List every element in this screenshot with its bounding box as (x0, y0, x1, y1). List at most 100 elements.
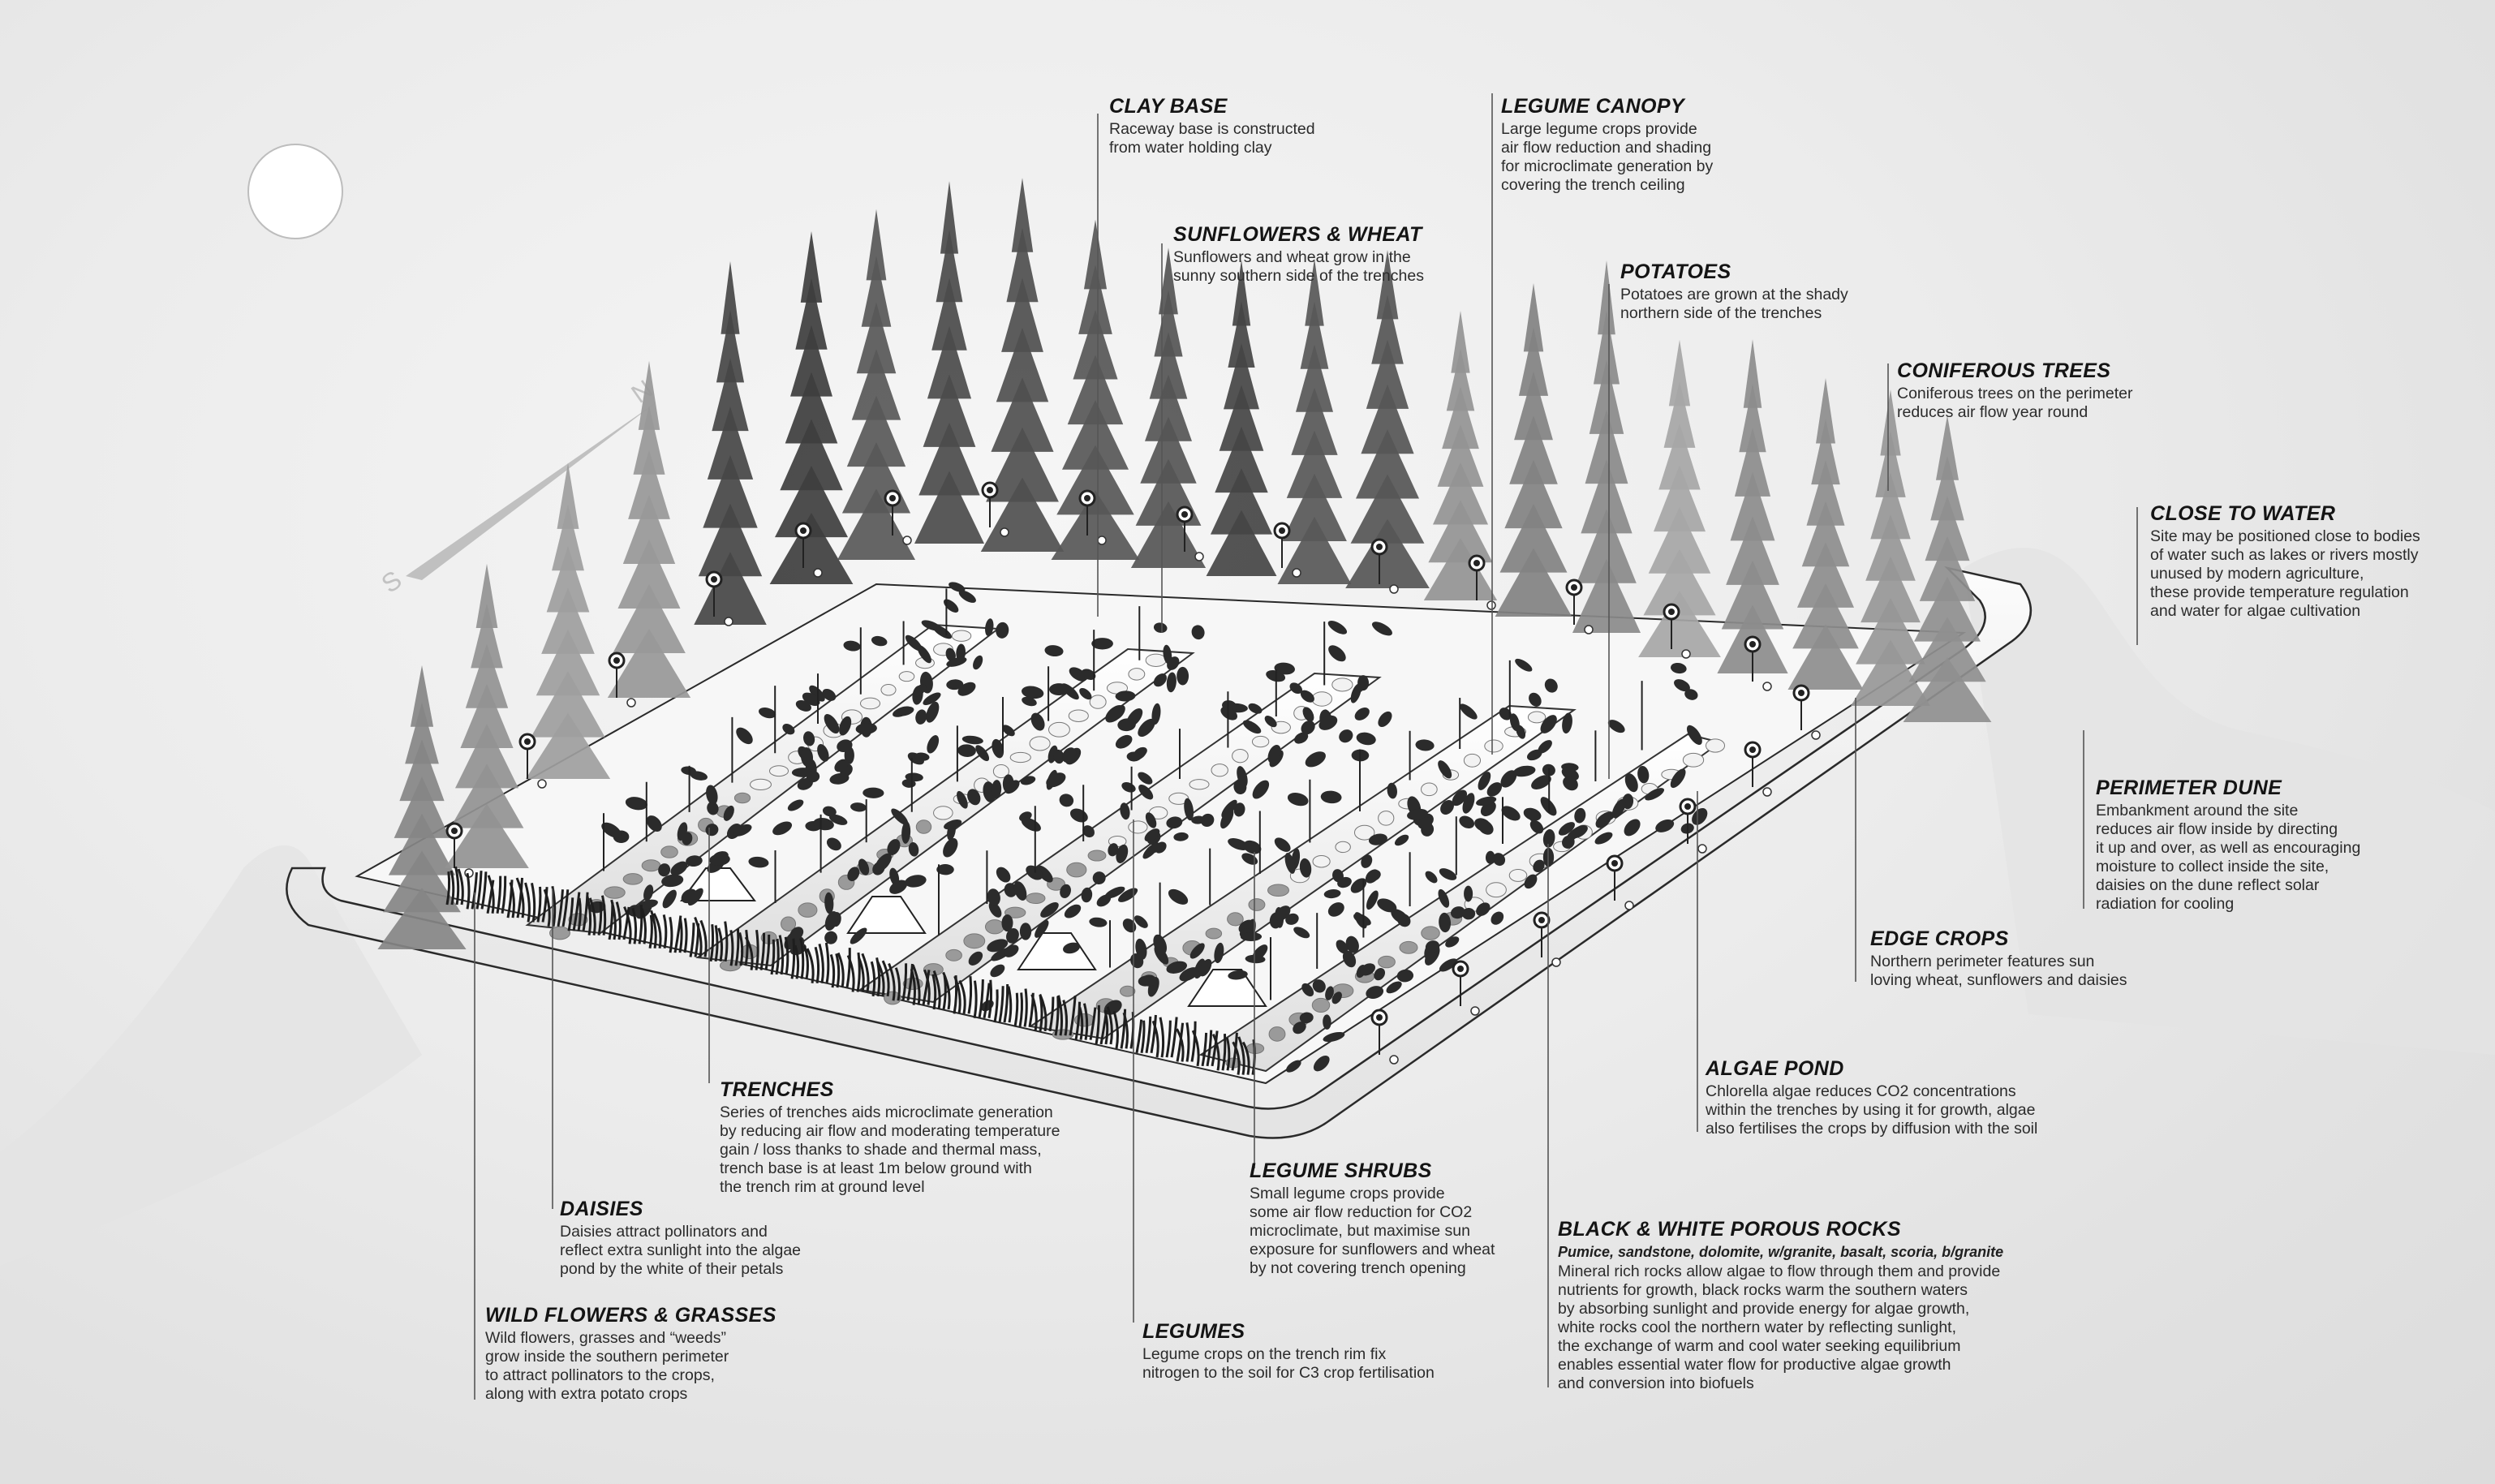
rock-icon (549, 926, 570, 940)
grass-tuft-icon (729, 928, 749, 966)
coniferous-trees-title: CONIFEROUS TREES (1897, 359, 2111, 382)
legume-shrub-icon (843, 627, 940, 754)
rock-icon (1068, 709, 1089, 722)
grass-tuft-icon (1151, 1017, 1178, 1058)
grass-tuft-icon (829, 948, 851, 988)
legumes-text: Legume crops on the trench rim fix nitro… (1142, 1345, 1435, 1382)
rock-icon (1527, 711, 1546, 724)
sunflower-icon (1744, 741, 1762, 787)
perimeter-dune-title: PERIMETER DUNE (2096, 776, 2282, 799)
sunflower-icon (518, 733, 536, 779)
legume-shrub-icon (1594, 720, 1650, 845)
rock-icon (641, 859, 661, 872)
rock-icon (1248, 898, 1266, 911)
sunflower-icon (981, 481, 999, 527)
daisy-icon (724, 617, 733, 626)
daisy-icon (813, 568, 823, 578)
rock-icon (1312, 854, 1331, 868)
rock-icon (1311, 691, 1332, 707)
conifer-tree-icon (914, 181, 985, 544)
label-sunflowers-wheat: SUNFLOWERS & WHEAT Sunflowers and wheat … (1173, 222, 1424, 286)
sunflower-icon (1452, 960, 1469, 1006)
potatoes-text: Potatoes are grown at the shady northern… (1620, 286, 1848, 322)
sunflower-icon (794, 522, 812, 568)
daisy-icon (1470, 1006, 1480, 1016)
rock-icon (1508, 868, 1528, 882)
rock-icon (1128, 820, 1148, 834)
grass-tuft-icon (953, 975, 973, 1014)
grass-tuft-icon (744, 930, 771, 970)
legume-shrub-icon (1166, 729, 1248, 841)
rock-icon (750, 778, 772, 791)
coniferous-trees-text: Coniferous trees on the perimeter reduce… (1897, 385, 2133, 421)
rock-icon (984, 919, 1005, 935)
label-trenches: TRENCHES Series of trenches aids microcl… (720, 1078, 1060, 1197)
rock-icon (660, 845, 678, 858)
rock-icon (733, 792, 751, 804)
label-algae-pond: ALGAE POND Chlorella algae reduces CO2 c… (1706, 1056, 2037, 1138)
legume-shrub-icon (1138, 882, 1224, 987)
grass-tuft-icon (709, 921, 729, 962)
sunflowers-wheat-text: Sunflowers and wheat grow in the sunny s… (1173, 248, 1424, 285)
rock-icon (1205, 927, 1223, 940)
perimeter-dune-text: Embankment around the site reduces air f… (2096, 802, 2361, 913)
trenches-title: TRENCHES (720, 1078, 834, 1101)
legume-shrub-icon (850, 787, 919, 894)
legume-shrubs-title: LEGUME SHRUBS (1250, 1159, 1432, 1182)
rocks-text: Mineral rich rocks allow algae to flow t… (1558, 1262, 2001, 1392)
sunflower-icon (1370, 1009, 1388, 1055)
label-coniferous-trees: CONIFEROUS TREES Coniferous trees on the… (1897, 359, 2132, 422)
conifer-tree-icon (1572, 260, 1641, 633)
perimeter-dune (286, 566, 2033, 1139)
sunflower-icon (1792, 684, 1810, 730)
grass-tuft-icon (608, 899, 630, 940)
rock-icon (951, 630, 972, 642)
label-close-to-water: CLOSE TO WATER Site may be positioned cl… (2150, 501, 2420, 621)
conifer-tree-icon (769, 231, 854, 584)
legume-shrub-icon (625, 781, 719, 910)
rock-icon (1026, 893, 1046, 905)
daisy-icon (1551, 957, 1561, 967)
conifer-tree-icon (1423, 310, 1498, 600)
conifer-tree-icon (1495, 282, 1572, 617)
legume-shrub-icon (943, 582, 1009, 696)
grass-tuft-icon (888, 962, 914, 1001)
rock-icon (1486, 882, 1507, 898)
daisy-icon (1697, 844, 1707, 854)
grass-tuft-icon (910, 964, 931, 1005)
sunflower-icon (1663, 603, 1680, 649)
sunflower-icon (1273, 522, 1291, 568)
legume-shrub-icon (1542, 763, 1588, 850)
clay-base-title: CLAY BASE (1109, 95, 1228, 118)
rock-icon (1251, 735, 1270, 748)
daisies-title: DAISIES (560, 1198, 643, 1220)
rock-icon (1128, 668, 1146, 681)
rock-icon (1089, 695, 1107, 709)
daisy-icon (1000, 527, 1009, 537)
conifer-tree-icon (1130, 247, 1207, 568)
grass-tuft-icon (770, 935, 789, 975)
daisy-icon (1097, 536, 1107, 545)
label-daisies: DAISIES Daisies attract pollinators and … (560, 1197, 801, 1279)
rock-icon (1189, 779, 1210, 790)
rock-icon (915, 819, 932, 834)
rock-icon (1087, 850, 1107, 862)
grass-tuft-icon (445, 866, 464, 905)
conifer-tree-icon (1206, 260, 1277, 576)
rock-icon (1268, 1026, 1286, 1042)
grass-tuft-icon (567, 892, 589, 931)
rock-icon (1463, 753, 1482, 768)
legume-shrubs-text: Small legume crops provide some air flow… (1250, 1185, 1495, 1277)
sunflowers-wheat-title: SUNFLOWERS & WHEAT (1173, 223, 1422, 246)
sunflower-icon (1606, 854, 1624, 901)
algae-pond-text: Chlorella algae reduces CO2 concentratio… (1706, 1082, 2038, 1138)
grass-tuft-icon (1135, 1014, 1157, 1054)
rock-icon (1004, 906, 1026, 918)
legume-shrub-icon (1360, 879, 1440, 1000)
legume-shrub-icon (944, 725, 1015, 830)
rock-icon (768, 765, 789, 777)
conifer-tree-icon (837, 209, 916, 560)
conifer-tree-icon (1051, 219, 1140, 560)
legume-shrub-icon (681, 765, 742, 873)
daisies-text: Daisies attract pollinators and reflect … (560, 1223, 802, 1278)
